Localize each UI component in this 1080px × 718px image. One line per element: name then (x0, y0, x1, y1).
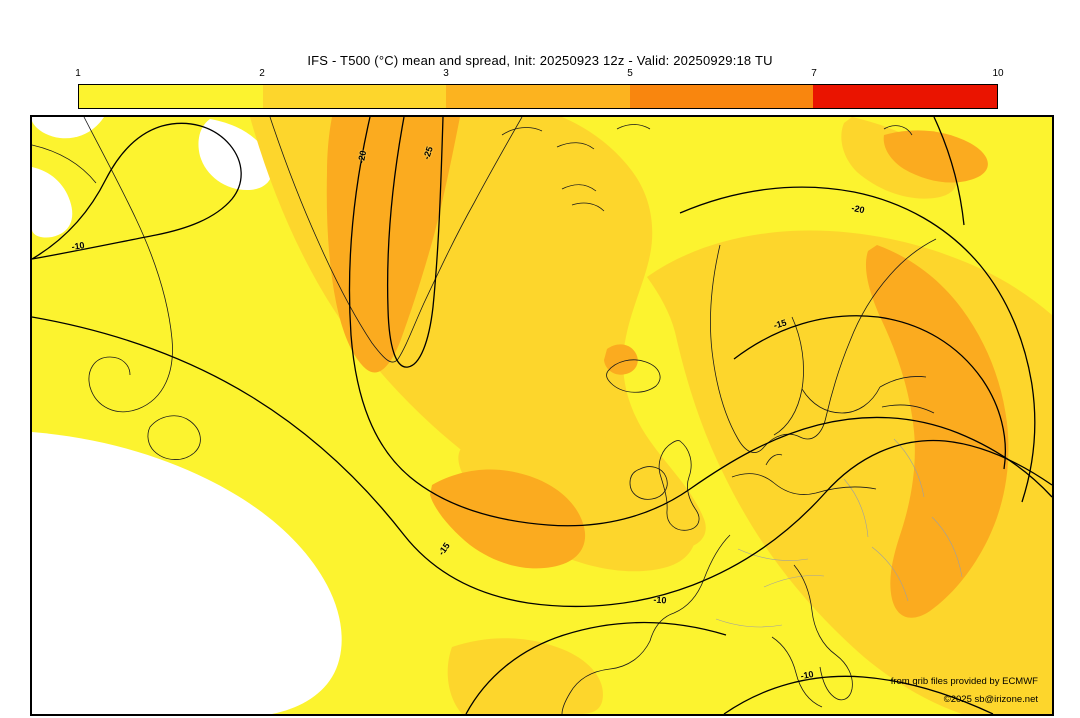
colorbar-tick-label: 3 (443, 68, 449, 79)
colorbar-segment (813, 85, 997, 108)
colorbar-segments (78, 84, 998, 109)
map-plot (32, 117, 1052, 714)
attribution: from grib files provided by ECMWF ©2025 … (890, 675, 1038, 705)
colorbar-tick-label: 7 (811, 68, 817, 79)
attribution-copyright: ©2025 sb@irizone.net (943, 694, 1038, 705)
colorbar-tick-label: 10 (992, 68, 1004, 79)
colorbar-segment (79, 85, 263, 108)
map-canvas: -20 -25 -10 -20 -15 -15 -10 -10 from grib files… (30, 115, 1054, 716)
high-spread-regions (326, 117, 1009, 618)
country-borders (715, 438, 963, 628)
colorbar-segment (262, 85, 447, 108)
contour-lines (32, 117, 1052, 714)
colorbar-segment (629, 85, 814, 108)
chart-title: IFS - T500 (°C) mean and spread, Init: 2… (307, 53, 773, 68)
attribution-source: from grib files provided by ECMWF (890, 676, 1038, 687)
colorbar-segment (446, 85, 630, 108)
colorbar-tick-label: 1 (75, 68, 81, 79)
colorbar: 1 2 3 5 7 10 (75, 68, 1004, 112)
colorbar-ticks: 1 2 3 5 7 10 (75, 68, 1003, 82)
colorbar-tick-label: 5 (627, 68, 633, 79)
colorbar-tick-label: 2 (259, 68, 265, 79)
